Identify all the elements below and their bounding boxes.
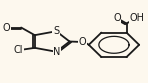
Text: O: O	[113, 13, 121, 23]
Text: OH: OH	[129, 13, 144, 23]
Text: S: S	[53, 26, 59, 36]
Text: N: N	[53, 47, 61, 57]
Text: O: O	[78, 37, 86, 47]
Text: Cl: Cl	[14, 45, 23, 55]
Text: O: O	[2, 22, 10, 33]
